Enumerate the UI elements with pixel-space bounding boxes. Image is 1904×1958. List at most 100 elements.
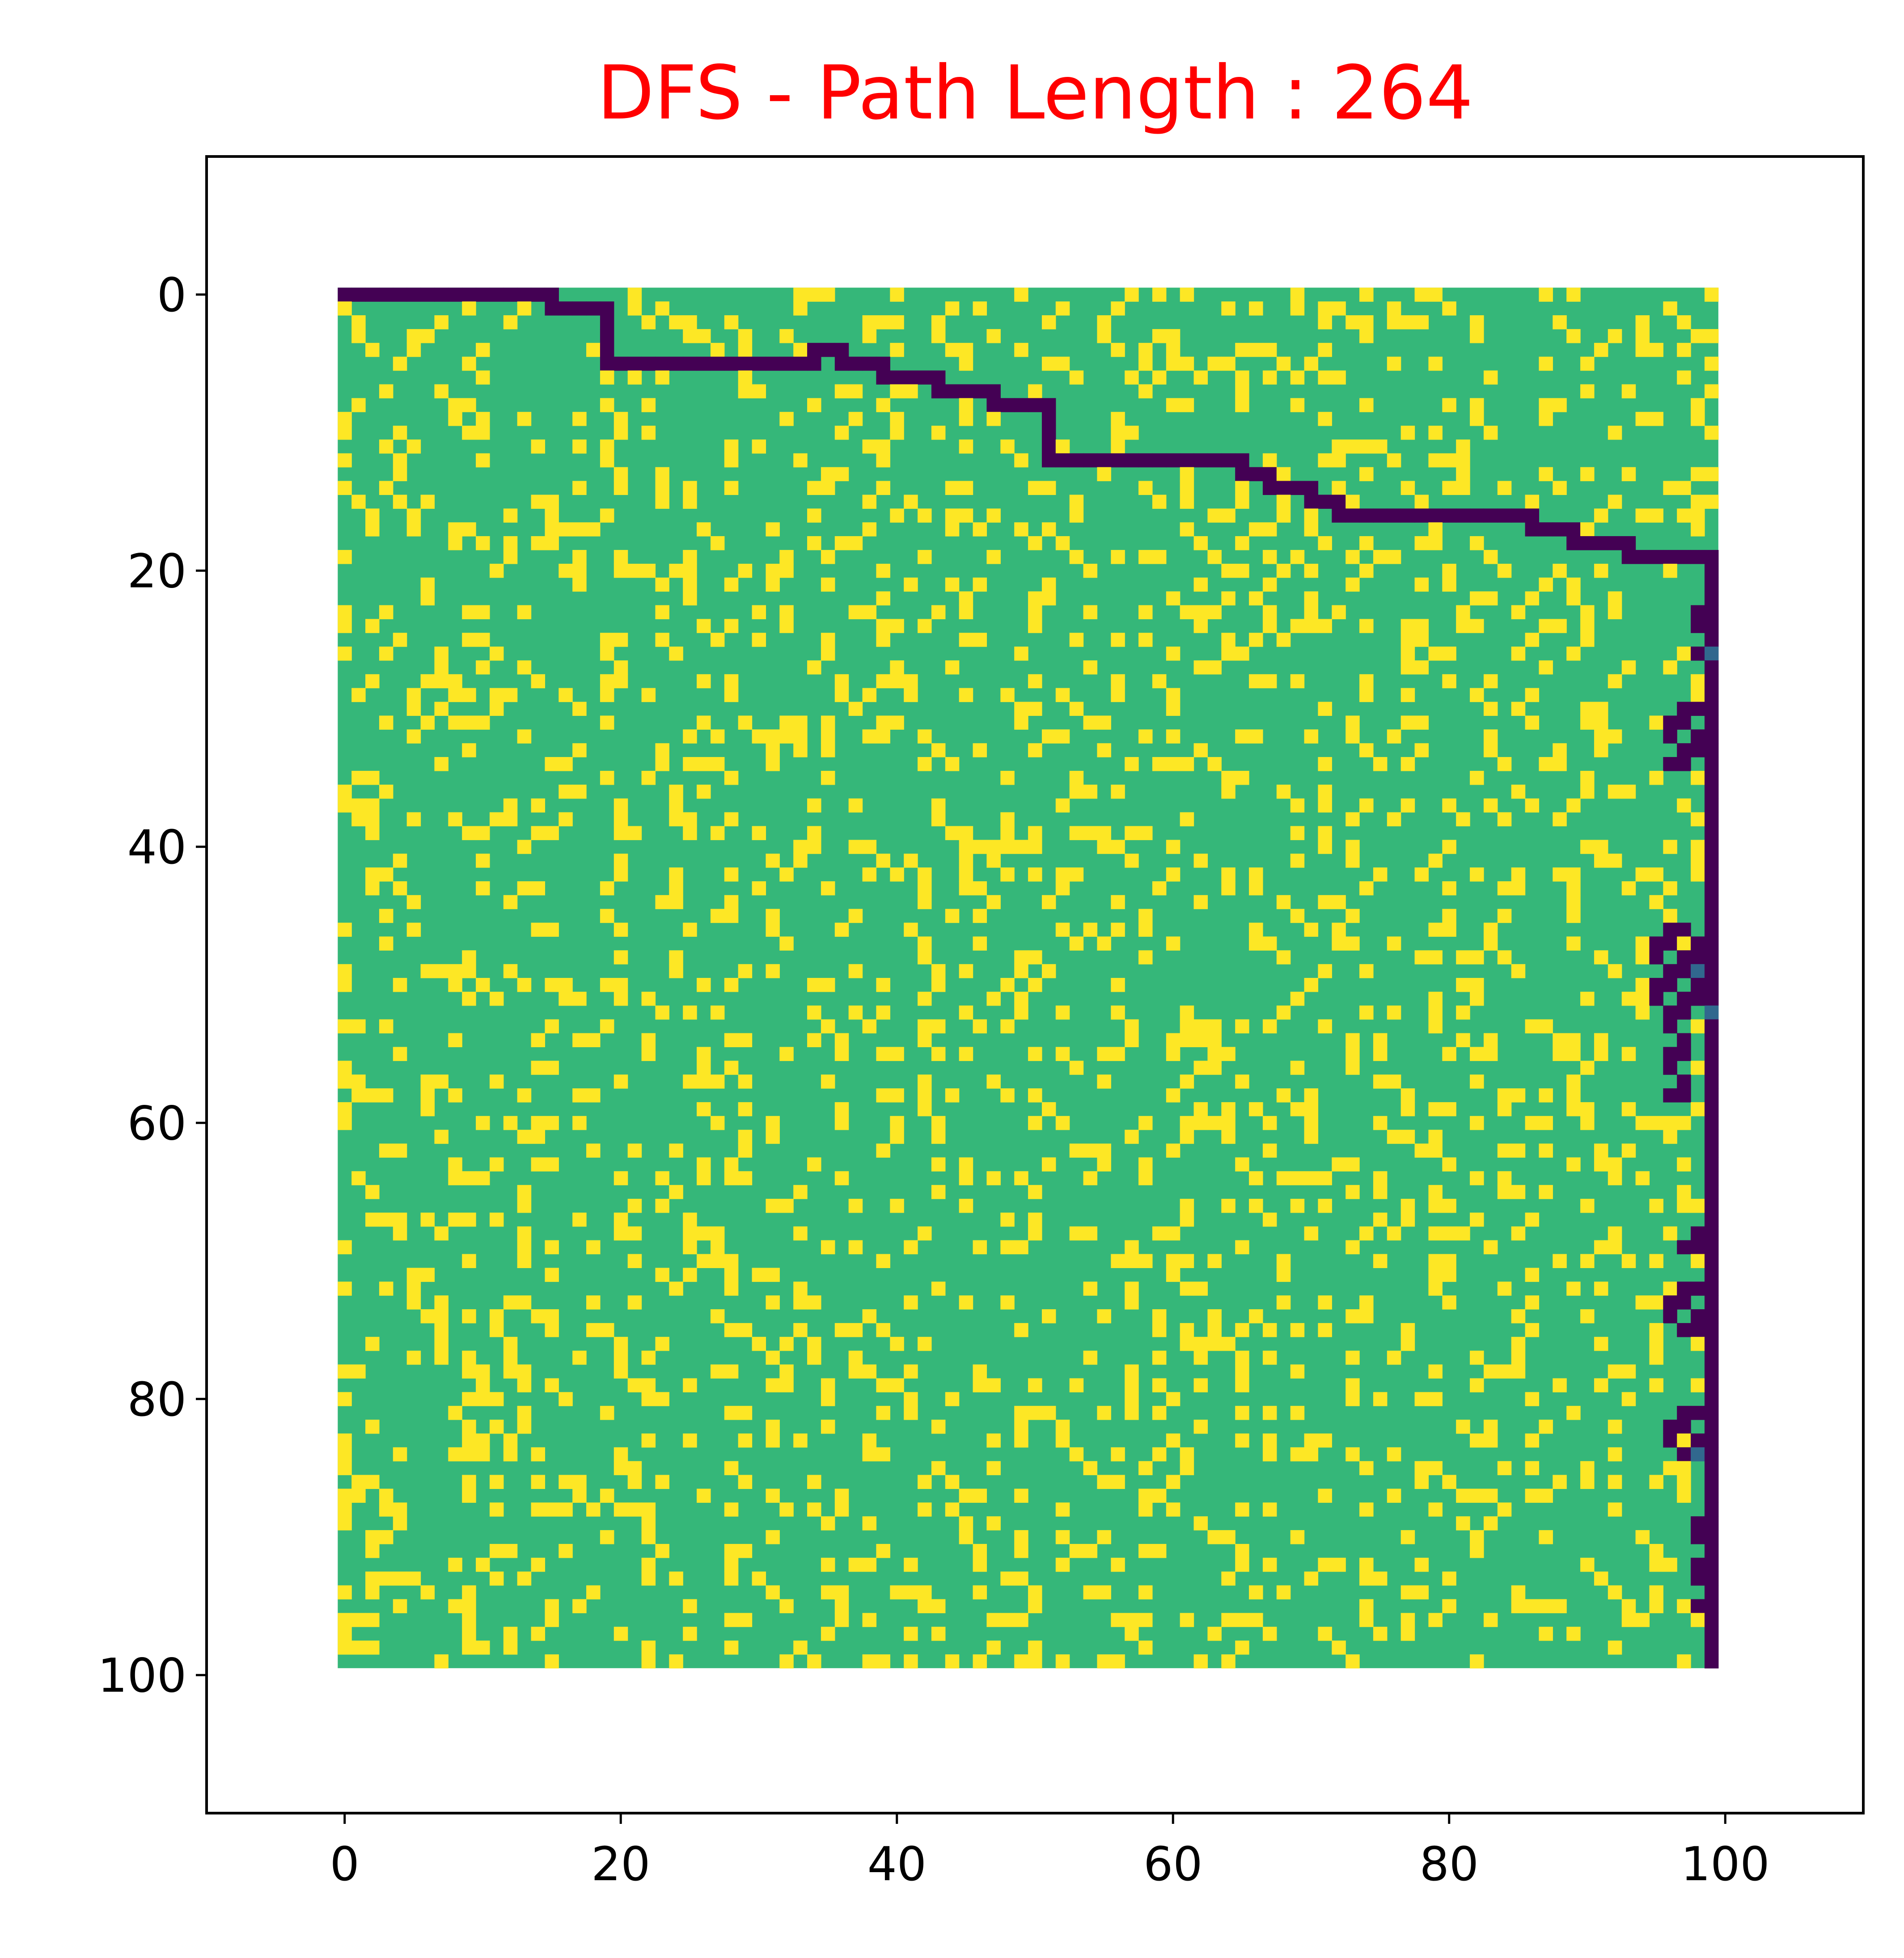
obstacle-cell <box>351 1019 366 1034</box>
obstacle-cell <box>351 1171 366 1185</box>
obstacle-cell <box>1691 840 1705 854</box>
obstacle-cell <box>1663 481 1677 495</box>
obstacle-cell <box>1497 1502 1512 1517</box>
obstacle-cell <box>1083 1143 1098 1158</box>
obstacle-cell <box>1111 301 1125 316</box>
path-cell <box>1704 1199 1719 1213</box>
obstacle-cell <box>1304 1129 1319 1144</box>
obstacle-cell <box>890 1047 904 1061</box>
obstacle-cell <box>1566 288 1581 302</box>
path-cell <box>1373 508 1388 523</box>
obstacle-cell <box>1635 1295 1650 1310</box>
obstacle-cell <box>1553 315 1567 330</box>
obstacle-cell <box>1580 356 1595 371</box>
obstacle-cell <box>1193 536 1208 550</box>
path-cell <box>1691 1516 1705 1531</box>
obstacle-cell <box>517 1295 532 1310</box>
path-cell <box>1663 964 1677 978</box>
obstacle-cell <box>1166 329 1180 343</box>
obstacle-cell <box>1111 895 1125 909</box>
obstacle-cell <box>1345 936 1360 951</box>
obstacle-cell <box>931 812 946 827</box>
obstacle-cell <box>793 1185 808 1199</box>
obstacle-cell <box>1663 1129 1677 1144</box>
obstacle-cell <box>1677 798 1691 813</box>
obstacle-cell <box>1262 1502 1277 1517</box>
obstacle-cell <box>1483 591 1498 606</box>
obstacle-cell <box>1621 1047 1636 1061</box>
obstacle-cell <box>918 1102 932 1116</box>
obstacle-cell <box>1483 1364 1498 1379</box>
obstacle-cell <box>1566 577 1581 592</box>
obstacle-cell <box>1249 936 1263 951</box>
obstacle-cell <box>890 384 904 398</box>
obstacle-cell <box>1332 301 1346 316</box>
obstacle-cell <box>1028 950 1042 964</box>
obstacle-cell <box>545 522 559 537</box>
obstacle-cell <box>1359 1599 1374 1613</box>
obstacle-cell <box>1138 1502 1153 1517</box>
obstacle-cell <box>1180 812 1194 827</box>
obstacle-cell <box>1318 619 1332 633</box>
obstacle-cell <box>627 1226 642 1241</box>
obstacle-cell <box>379 1019 393 1034</box>
obstacle-cell <box>834 1585 849 1600</box>
path-cell <box>1635 550 1650 564</box>
obstacle-cell <box>1221 1129 1235 1144</box>
obstacle-cell <box>434 702 448 716</box>
obstacle-cell <box>752 633 766 647</box>
path-cell <box>655 356 669 371</box>
obstacle-cell <box>1235 1406 1249 1420</box>
obstacle-cell <box>338 1516 352 1531</box>
path-cell <box>1663 757 1677 771</box>
obstacle-cell <box>338 1392 352 1406</box>
obstacle-cell <box>1193 1019 1208 1034</box>
path-cell <box>1566 522 1581 537</box>
obstacle-cell <box>1193 605 1208 619</box>
obstacle-cell <box>973 633 987 647</box>
obstacle-cell <box>476 605 490 619</box>
path-cell <box>1677 757 1691 771</box>
obstacle-cell <box>862 1557 877 1572</box>
obstacle-cell <box>1041 1102 1056 1116</box>
path-cell <box>1677 550 1691 564</box>
obstacle-cell <box>627 1502 642 1517</box>
obstacle-cell <box>1470 978 1484 992</box>
obstacle-cell <box>517 978 532 992</box>
obstacle-cell <box>683 495 697 509</box>
obstacle-cell <box>1041 356 1056 371</box>
obstacle-cell <box>1304 356 1319 371</box>
obstacle-cell <box>1345 1309 1360 1324</box>
obstacle-cell <box>462 743 476 757</box>
obstacle-cell <box>1539 412 1553 426</box>
obstacle-cell <box>738 1406 753 1420</box>
obstacle-cell <box>1553 1047 1567 1061</box>
obstacle-cell <box>683 1212 697 1227</box>
x-tick-label: 80 <box>1420 1837 1479 1891</box>
obstacle-cell <box>1621 991 1636 1006</box>
obstacle-cell <box>448 1599 462 1613</box>
path-cell <box>517 288 532 302</box>
obstacle-cell <box>462 715 476 730</box>
obstacle-cell <box>1580 619 1595 633</box>
path-cell <box>489 288 504 302</box>
obstacle-cell <box>1262 605 1277 619</box>
obstacle-cell <box>1428 991 1443 1006</box>
obstacle-cell <box>517 1088 532 1103</box>
obstacle-cell <box>1704 288 1719 302</box>
path-cell <box>1663 1088 1677 1103</box>
obstacle-cell <box>1028 867 1042 882</box>
obstacle-cell <box>503 1295 518 1310</box>
obstacle-cell <box>393 1571 407 1586</box>
path-cell <box>1677 1295 1691 1310</box>
path-cell <box>1691 936 1705 951</box>
obstacle-cell <box>1456 1489 1470 1503</box>
obstacle-cell <box>1138 1585 1153 1600</box>
obstacle-cell <box>710 1116 725 1130</box>
obstacle-cell <box>1069 702 1084 716</box>
obstacle-cell <box>821 1378 835 1392</box>
obstacle-cell <box>945 826 960 840</box>
obstacle-cell <box>1525 1433 1540 1448</box>
obstacle-cell <box>1262 1116 1277 1130</box>
obstacle-cell <box>904 1406 918 1420</box>
